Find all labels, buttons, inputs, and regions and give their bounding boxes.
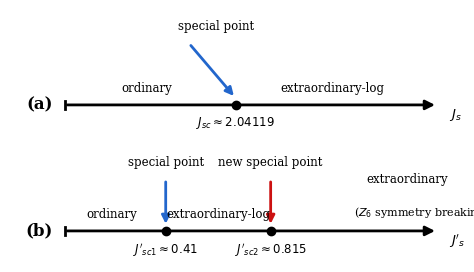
Text: ordinary: ordinary bbox=[121, 82, 172, 95]
Text: (a): (a) bbox=[27, 96, 53, 113]
Text: $J'_s$: $J'_s$ bbox=[449, 233, 466, 250]
Text: extraordinary-log: extraordinary-log bbox=[281, 82, 385, 95]
Text: $J'_{sc1}\approx0.41$: $J'_{sc1}\approx0.41$ bbox=[133, 241, 198, 259]
Text: (b): (b) bbox=[26, 222, 53, 239]
Text: $J_{sc}\approx2.04119$: $J_{sc}\approx2.04119$ bbox=[196, 115, 275, 131]
Text: $J'_{sc2}\approx0.815$: $J'_{sc2}\approx0.815$ bbox=[235, 241, 307, 259]
Text: extraordinary-log: extraordinary-log bbox=[166, 208, 270, 221]
Text: special point: special point bbox=[128, 156, 204, 169]
Text: ($Z_6$ symmetry breaking): ($Z_6$ symmetry breaking) bbox=[354, 205, 474, 220]
Text: $J_s$: $J_s$ bbox=[449, 107, 462, 123]
Text: special point: special point bbox=[178, 20, 255, 33]
Text: ordinary: ordinary bbox=[86, 208, 137, 221]
Text: extraordinary: extraordinary bbox=[366, 173, 447, 186]
Text: new special point: new special point bbox=[219, 156, 323, 169]
